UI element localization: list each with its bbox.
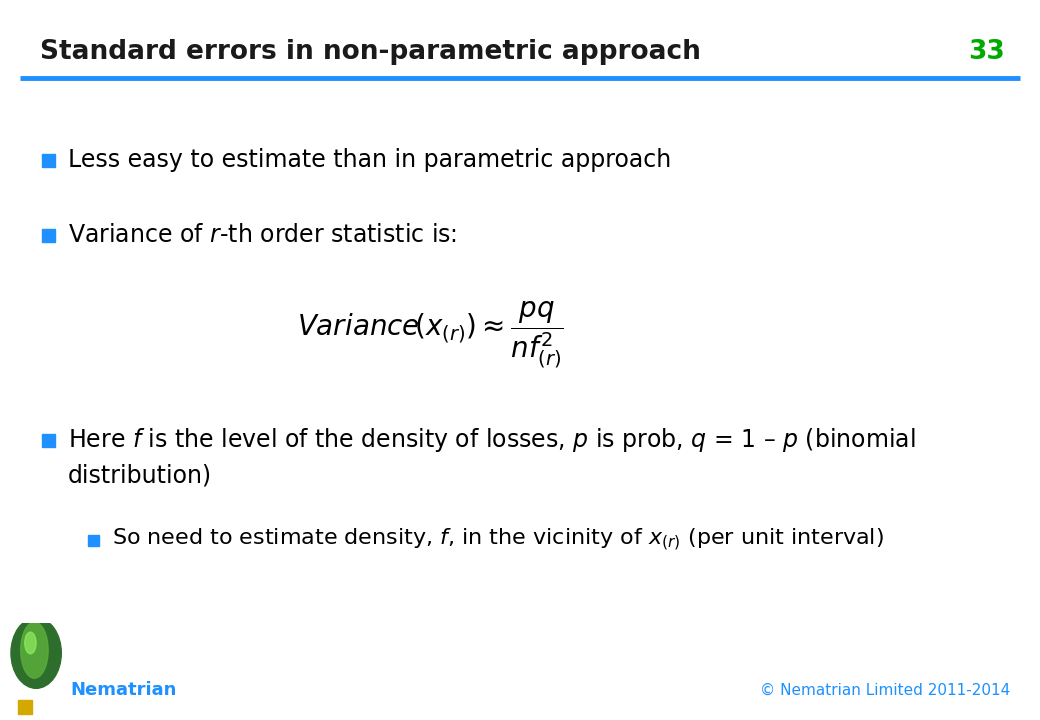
- Ellipse shape: [25, 632, 36, 654]
- Text: © Nematrian Limited 2011-2014: © Nematrian Limited 2011-2014: [760, 683, 1010, 698]
- Text: Less easy to estimate than in parametric approach: Less easy to estimate than in parametric…: [68, 148, 671, 172]
- Ellipse shape: [11, 618, 61, 688]
- Ellipse shape: [21, 622, 48, 678]
- Text: 33: 33: [968, 39, 1005, 65]
- Bar: [88, 535, 99, 546]
- Text: Nematrian: Nematrian: [70, 681, 177, 699]
- Text: Variance of $\mathit{r}$-th order statistic is:: Variance of $\mathit{r}$-th order statis…: [68, 223, 458, 247]
- Text: Here $\mathit{f}$ is the level of the density of losses, $\mathit{p}$ is prob, $: Here $\mathit{f}$ is the level of the de…: [68, 426, 915, 454]
- Bar: [42, 434, 55, 447]
- Bar: [42, 154, 55, 167]
- Text: distribution): distribution): [68, 463, 212, 487]
- Bar: [18, 700, 32, 714]
- Text: So need to estimate density, $\mathit{f}$, in the vicinity of $x_{(r)}$ (per uni: So need to estimate density, $\mathit{f}…: [112, 527, 884, 553]
- Text: Standard errors in non-parametric approach: Standard errors in non-parametric approa…: [40, 39, 701, 65]
- Text: $\mathit{Variance}\!\left(x_{(r)}\right) \approx \dfrac{pq}{nf^2_{(r)}}$: $\mathit{Variance}\!\left(x_{(r)}\right)…: [296, 300, 564, 370]
- Bar: [42, 229, 55, 242]
